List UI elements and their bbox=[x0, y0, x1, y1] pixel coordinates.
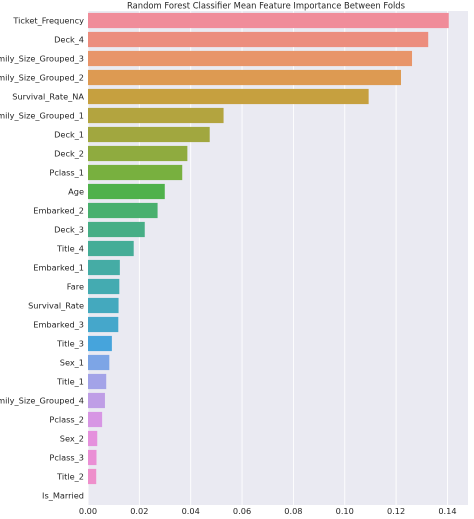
category-label: Deck_2 bbox=[54, 149, 84, 159]
category-label: Deck_1 bbox=[54, 130, 84, 140]
bar-embarked-2 bbox=[88, 202, 158, 219]
category-label: Is_Married bbox=[42, 491, 84, 501]
x-tick-label: 0.06 bbox=[233, 506, 251, 516]
x-tick-label: 0.04 bbox=[182, 506, 200, 516]
bar-deck-3 bbox=[88, 221, 145, 238]
chart-title: Random Forest Classifier Mean Feature Im… bbox=[127, 1, 405, 11]
x-tick-label: 0.00 bbox=[79, 506, 97, 516]
bar-fare bbox=[88, 278, 120, 295]
category-label: Sex_1 bbox=[60, 358, 84, 368]
bar-deck-4 bbox=[88, 31, 429, 48]
category-label: Pclass_2 bbox=[49, 415, 84, 425]
category-label: Survival_Rate bbox=[28, 301, 84, 311]
category-label: Deck_4 bbox=[54, 35, 84, 45]
bar-survival-rate bbox=[88, 297, 119, 314]
bar-sex-2 bbox=[88, 430, 98, 447]
bar-sex-1 bbox=[88, 354, 110, 371]
category-label: Deck_3 bbox=[54, 225, 84, 235]
category-label: Age bbox=[68, 187, 84, 197]
category-labels: Ticket_Frequency Deck_4 Family_Size_Groupe… bbox=[0, 16, 84, 501]
bar-ticket-frequency bbox=[88, 12, 449, 29]
x-tick-labels: 0.00 0.02 0.04 0.06 0.08 0.10 0.12 0.14 bbox=[79, 506, 457, 516]
category-label: Survival_Rate_NA bbox=[12, 92, 84, 102]
bar-title-4 bbox=[88, 240, 134, 257]
bar-title-3 bbox=[88, 335, 112, 352]
bar-family-size-grouped-3 bbox=[88, 50, 413, 67]
category-label: Pclass_1 bbox=[49, 168, 84, 178]
bar-embarked-3 bbox=[88, 316, 119, 333]
category-label: Fare bbox=[67, 282, 84, 292]
bar-pclass-1 bbox=[88, 164, 183, 181]
bar-pclass-3 bbox=[88, 449, 97, 466]
x-tick-label: 0.08 bbox=[284, 506, 302, 516]
bar-title-1 bbox=[88, 373, 107, 390]
bar-title-2 bbox=[88, 468, 97, 485]
category-label: Title_4 bbox=[56, 244, 84, 254]
category-label: Family_Size_Grouped_2 bbox=[0, 73, 84, 83]
x-tick-label: 0.10 bbox=[336, 506, 354, 516]
category-label: Embarked_2 bbox=[33, 206, 84, 216]
bar-deck-1 bbox=[88, 126, 210, 143]
bar-survival-rate-na bbox=[88, 88, 369, 105]
category-label: Embarked_3 bbox=[33, 320, 84, 330]
category-label: Family_Size_Grouped_4 bbox=[0, 396, 84, 406]
bar-family-size-grouped-4 bbox=[88, 392, 105, 409]
bar-age bbox=[88, 183, 165, 200]
x-tick-label: 0.12 bbox=[387, 506, 405, 516]
category-label: Pclass_3 bbox=[49, 453, 84, 463]
category-label: Family_Size_Grouped_3 bbox=[0, 54, 84, 64]
category-label: Title_3 bbox=[56, 339, 84, 349]
category-label: Family_Size_Grouped_1 bbox=[0, 111, 84, 121]
bar-deck-2 bbox=[88, 145, 188, 162]
bar-embarked-1 bbox=[88, 259, 120, 276]
category-label: Title_2 bbox=[56, 472, 84, 482]
bar-family-size-grouped-1 bbox=[88, 107, 224, 124]
bars bbox=[88, 12, 449, 485]
bar-pclass-2 bbox=[88, 411, 103, 428]
category-label: Embarked_1 bbox=[33, 263, 84, 273]
bar-family-size-grouped-2 bbox=[88, 69, 401, 86]
x-tick-label: 0.02 bbox=[130, 506, 148, 516]
x-tick-label: 0.14 bbox=[438, 506, 456, 516]
category-label: Sex_2 bbox=[60, 434, 84, 444]
category-label: Ticket_Frequency bbox=[12, 16, 84, 26]
category-label: Title_1 bbox=[56, 377, 84, 387]
